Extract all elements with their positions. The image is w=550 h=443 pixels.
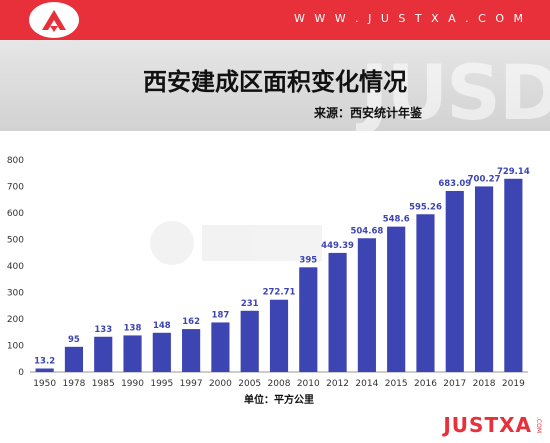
bar-value-label: 95 bbox=[68, 335, 80, 345]
bar-1985 bbox=[94, 336, 113, 372]
watermark-logo-icon bbox=[150, 221, 322, 265]
bar-1995 bbox=[152, 332, 171, 372]
x-tick-label: 1950 bbox=[33, 379, 56, 389]
bar-2018 bbox=[474, 186, 494, 372]
title-band: JUSD 西安建成区面积变化情况 来源：西安统计年鉴 bbox=[0, 40, 550, 131]
x-tick-label: 2005 bbox=[238, 379, 261, 389]
bar-value-label: 162 bbox=[182, 317, 200, 327]
y-tick-label: 600 bbox=[7, 209, 24, 219]
y-tick-label: 400 bbox=[7, 262, 24, 272]
y-tick-label: 500 bbox=[7, 236, 24, 246]
x-tick-label: 2008 bbox=[268, 379, 291, 389]
x-axis-title: 单位：平方公里 bbox=[244, 393, 314, 406]
chart-source: 来源：西安统计年鉴 bbox=[313, 106, 422, 120]
bar-value-label: 138 bbox=[124, 323, 142, 333]
bar-value-label: 13.2 bbox=[34, 357, 55, 367]
bar-1978 bbox=[64, 346, 84, 372]
x-tick-label: 1995 bbox=[150, 379, 173, 389]
x-tick-label: 2019 bbox=[502, 379, 525, 389]
bar-1990 bbox=[123, 335, 142, 372]
footer-brand-sub: .COM bbox=[535, 417, 542, 433]
x-tick-label: 2016 bbox=[414, 379, 437, 389]
bar-2010 bbox=[299, 267, 318, 372]
bar-value-label: 449.39 bbox=[321, 241, 354, 251]
bar-value-label: 148 bbox=[153, 321, 171, 331]
bar-2015 bbox=[387, 226, 406, 372]
x-tick-label: 2017 bbox=[443, 379, 466, 389]
bar-1950 bbox=[35, 368, 54, 372]
band-watermark: JUSD bbox=[360, 48, 550, 131]
x-tick-label: 1990 bbox=[121, 379, 144, 389]
bar-chart: 0 100 200 300 400 500 600 700 800 13.2 95 133 138 14… bbox=[7, 156, 530, 406]
x-tick-label: 1985 bbox=[92, 379, 115, 389]
bar-value-label: 133 bbox=[94, 325, 112, 335]
x-tick-label: 2010 bbox=[297, 379, 320, 389]
bar-2017 bbox=[445, 190, 464, 372]
justxa-logo-icon bbox=[29, 2, 79, 38]
chart-title: 西安建成区面积变化情况 bbox=[143, 68, 407, 96]
y-tick-label: 300 bbox=[7, 289, 24, 299]
bar-2008 bbox=[269, 299, 289, 372]
bar-value-label: 548.6 bbox=[383, 215, 410, 225]
bar-value-label: 231 bbox=[241, 299, 259, 309]
y-tick-label: 100 bbox=[7, 342, 24, 352]
x-tick-label: 1997 bbox=[180, 379, 203, 389]
bar-value-label: 395 bbox=[299, 255, 317, 265]
x-tick-label: 2012 bbox=[326, 379, 349, 389]
bar-2000 bbox=[211, 322, 230, 372]
bar-value-label: 272.71 bbox=[263, 288, 296, 298]
bar-2016 bbox=[416, 214, 435, 372]
bar-2012 bbox=[328, 252, 347, 372]
x-tick-label: 2015 bbox=[385, 379, 408, 389]
bar-2005 bbox=[240, 310, 259, 372]
footer-brand: JUSTXA bbox=[443, 413, 532, 437]
bar-value-label: 700.27 bbox=[468, 174, 501, 184]
bar-1997 bbox=[182, 329, 201, 372]
y-tick-label: 800 bbox=[7, 156, 24, 166]
x-tick-label: 2000 bbox=[209, 379, 232, 389]
x-tick-label: 2018 bbox=[473, 379, 496, 389]
header-bar: W W W . J U S T X A . C O M bbox=[0, 0, 550, 40]
bar-2019 bbox=[504, 178, 523, 372]
y-tick-label: 200 bbox=[7, 315, 24, 325]
bar-value-label: 683.09 bbox=[438, 179, 471, 189]
site-url: W W W . J U S T X A . C O M bbox=[294, 12, 526, 25]
x-tick-label: 1978 bbox=[62, 379, 85, 389]
bar-value-label: 729.14 bbox=[497, 167, 530, 177]
y-tick-label: 0 bbox=[18, 368, 24, 378]
y-tick-label: 700 bbox=[7, 183, 24, 193]
bar-2014 bbox=[357, 238, 376, 372]
bar-value-label: 504.68 bbox=[350, 226, 383, 236]
x-tick-label: 2014 bbox=[355, 379, 378, 389]
bar-value-label: 595.26 bbox=[409, 202, 442, 212]
bar-value-label: 187 bbox=[212, 310, 230, 320]
